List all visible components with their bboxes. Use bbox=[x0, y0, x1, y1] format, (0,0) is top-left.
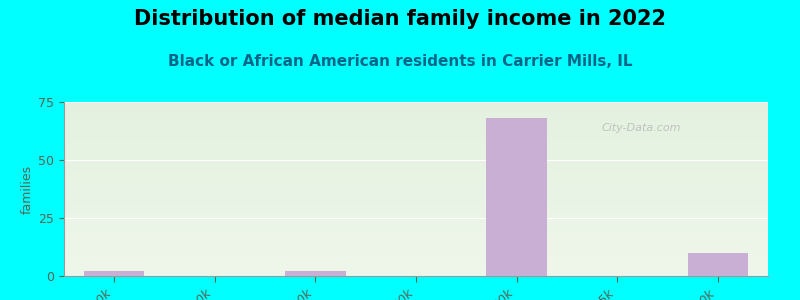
Text: Black or African American residents in Carrier Mills, IL: Black or African American residents in C… bbox=[168, 54, 632, 69]
Bar bbox=[84, 272, 145, 276]
Y-axis label: families: families bbox=[21, 164, 34, 214]
Bar bbox=[486, 118, 546, 276]
Text: Distribution of median family income in 2022: Distribution of median family income in … bbox=[134, 9, 666, 29]
Text: City-Data.com: City-Data.com bbox=[602, 123, 681, 133]
Bar bbox=[687, 253, 748, 276]
Bar bbox=[286, 272, 346, 276]
